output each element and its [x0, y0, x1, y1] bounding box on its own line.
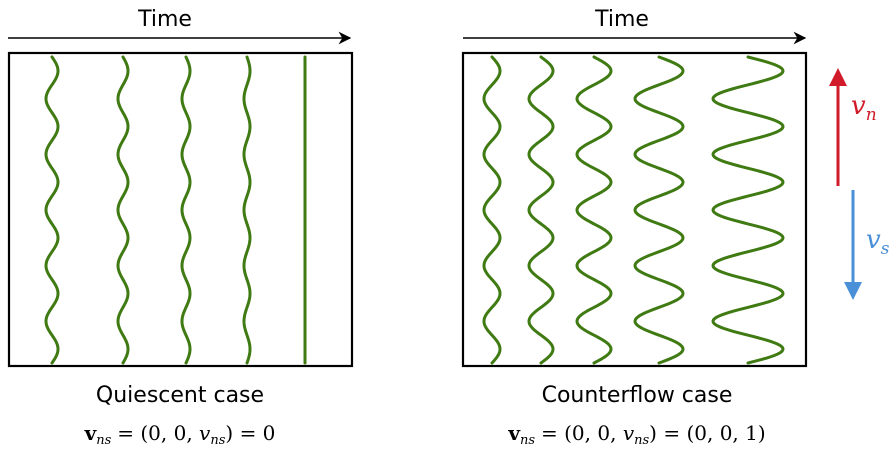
time-label-right: Time: [594, 7, 649, 32]
time-label-left: Time: [137, 7, 192, 32]
superfluid-velocity-label: vs: [866, 225, 890, 259]
quiescent-box: [7, 51, 354, 368]
counterflow-box: [461, 51, 808, 368]
superfluid-velocity-indicator: vs: [844, 190, 890, 300]
normal-velocity-indicator: vn: [829, 68, 877, 186]
counterflow-equation: vns = (0, 0, vns) = (0, 0, 1): [507, 421, 765, 448]
vortex-line: [527, 55, 555, 365]
counterflow-panel: Time Counterflow case vns = (0, 0, vns) =…: [461, 7, 808, 448]
vortex-line: [633, 55, 685, 365]
vortex-line: [482, 55, 502, 365]
quiescent-equation: vns = (0, 0, vns) = 0: [84, 421, 276, 448]
counterflow-case-label: Counterflow case: [542, 383, 733, 408]
normal-velocity-label: vn: [851, 91, 877, 125]
quiescent-case-label: Quiescent case: [96, 383, 264, 408]
vortex-line: [242, 55, 252, 365]
counterflow-vortex-lines: [482, 55, 785, 365]
vortex-line: [711, 55, 785, 365]
quiescent-panel: Time Quiescent case vns = (0, 0, vns) = 0: [7, 7, 354, 448]
vortex-line: [44, 55, 60, 365]
normal-velocity-arrowhead-icon: [829, 68, 847, 86]
vortex-line: [116, 55, 130, 365]
superfluid-velocity-arrowhead-icon: [844, 282, 862, 300]
vortex-line: [575, 55, 613, 365]
vortex-line: [180, 55, 192, 365]
quiescent-vortex-lines: [44, 55, 307, 365]
